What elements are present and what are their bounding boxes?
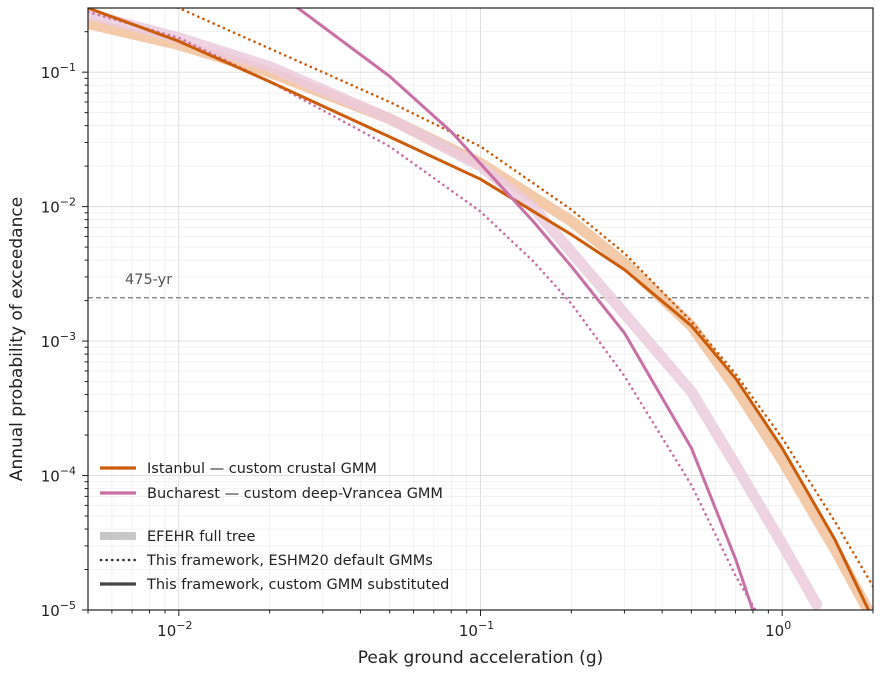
x-axis-label: Peak ground acceleration (g) <box>358 648 604 668</box>
x-tick-label: 10−1 <box>459 619 494 640</box>
x-tick-label: 100 <box>765 619 791 640</box>
y-tick-label: 10−5 <box>41 599 76 620</box>
series-buc_custom <box>295 8 755 610</box>
legend-label: Bucharest — custom deep-Vrancea GMM <box>147 486 443 502</box>
legend-label: EFEHR full tree <box>147 529 255 545</box>
legend: Istanbul — custom crustal GMM Bucharest —… <box>99 461 449 593</box>
legend-label: This framework, custom GMM substituted <box>146 577 449 593</box>
reference-line-group: 475-yr <box>88 272 873 299</box>
series-ist_efehr <box>88 18 873 610</box>
return-period-label: 475-yr <box>125 272 172 288</box>
series-group <box>88 8 873 610</box>
series-buc_efehr <box>88 8 823 610</box>
x-tick-label: 10−2 <box>157 619 192 640</box>
y-tick-label: 10−2 <box>41 196 76 217</box>
y-tick-label: 10−1 <box>41 61 76 82</box>
y-tick-label: 10−4 <box>41 465 76 486</box>
y-tick-label: 10−3 <box>41 330 76 351</box>
series-ist_custom <box>88 8 871 610</box>
series-ist_default <box>174 8 873 588</box>
axes: 10−2 10−1 100 10−1 10−2 10−3 10−4 10−5 Peak grou… <box>7 31 874 668</box>
legend-label: This framework, ESHM20 default GMMs <box>146 553 433 569</box>
y-axis-label: Annual probability of exceedance <box>7 197 27 481</box>
legend-label: Istanbul — custom crustal GMM <box>147 461 377 477</box>
